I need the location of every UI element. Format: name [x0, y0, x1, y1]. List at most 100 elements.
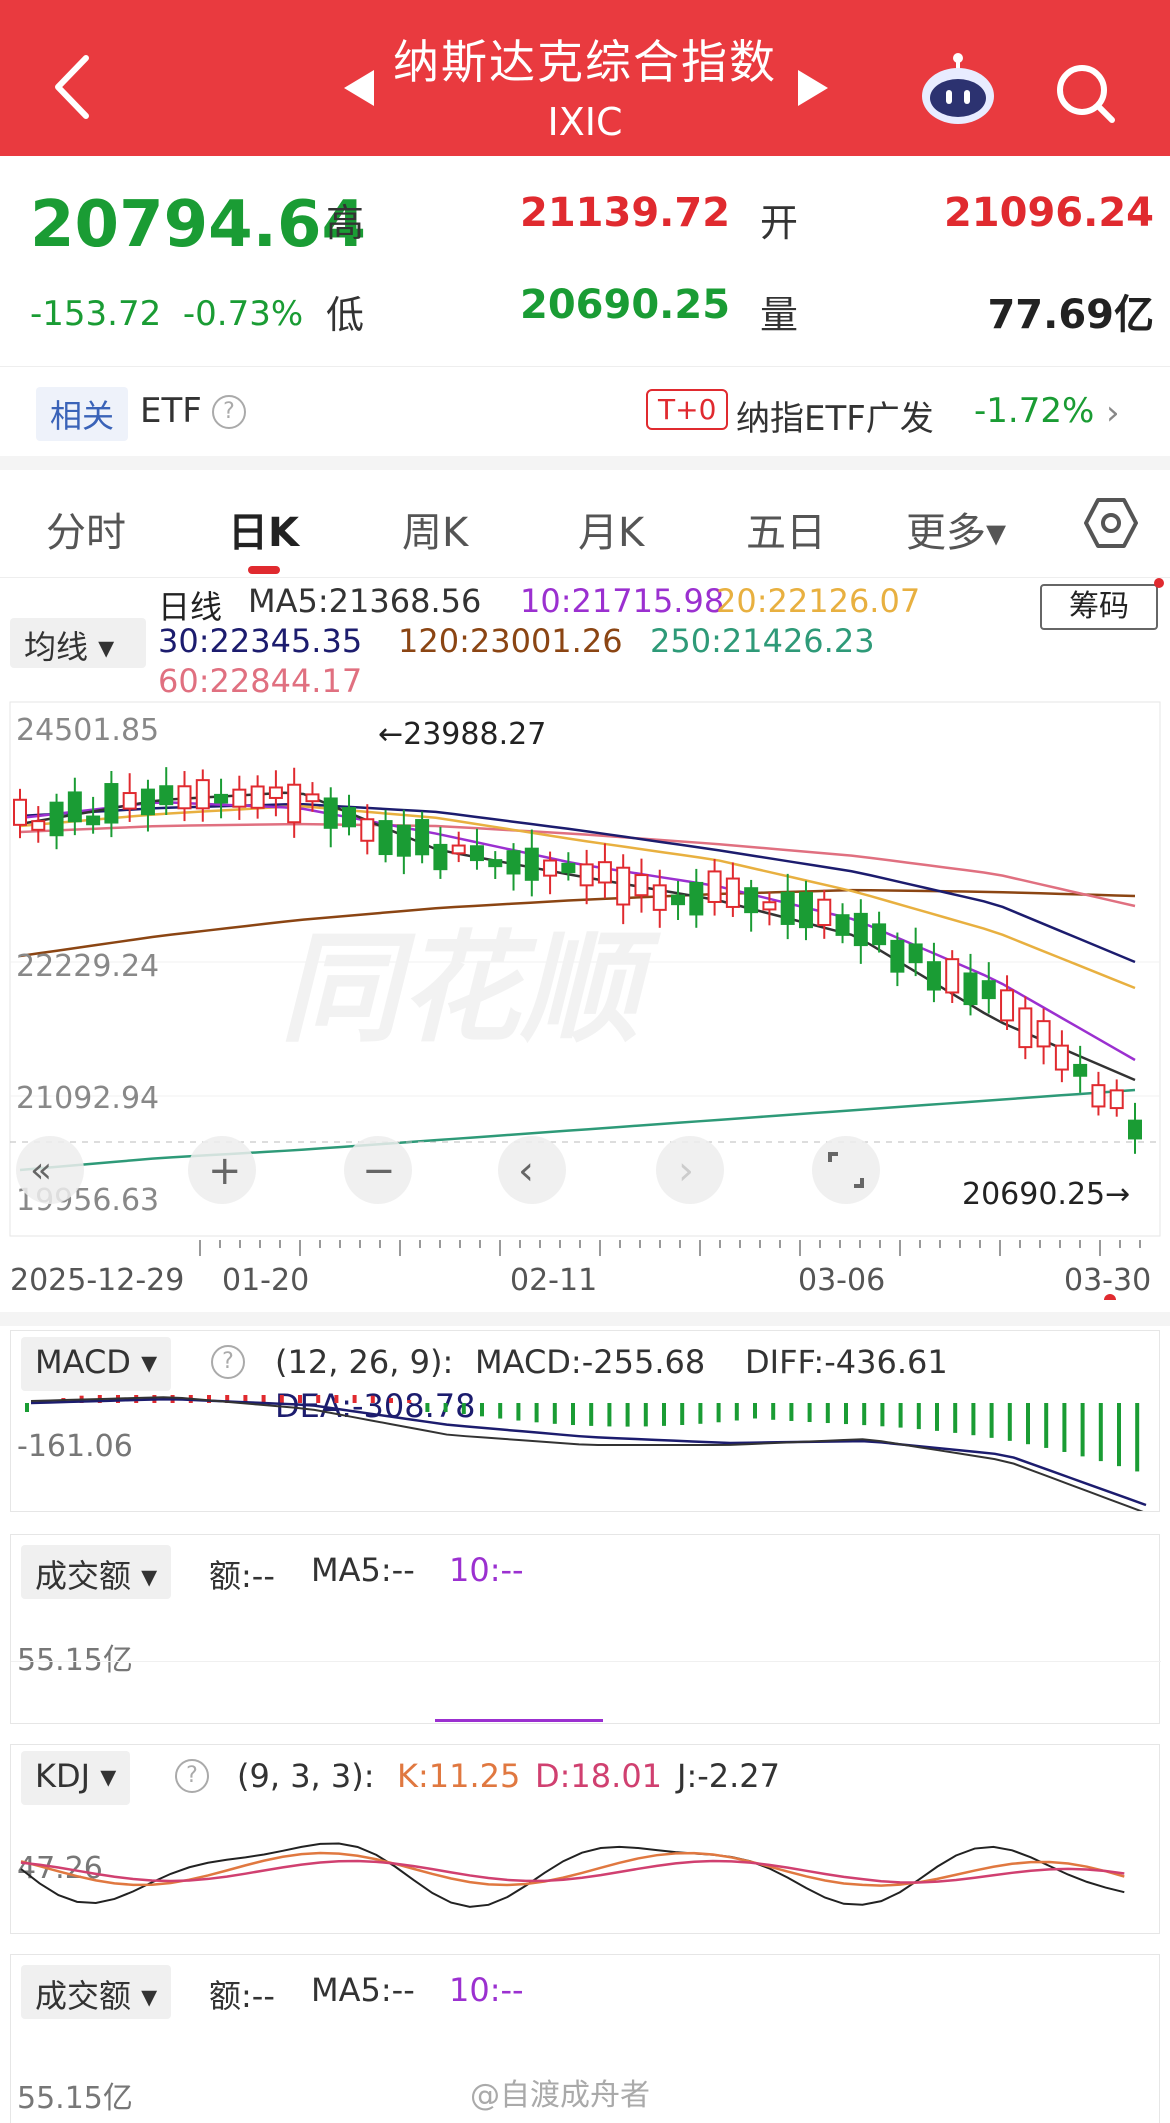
amount-ma-line — [435, 1719, 603, 1722]
macd-indicator-select[interactable]: MACD ▾ — [21, 1337, 172, 1391]
tab-more[interactable]: 更多▾ — [906, 510, 1007, 556]
kline-chart[interactable]: 同花顺 24501.85 22229.24 21092.94 19956.63 … — [0, 700, 1170, 1300]
macd-bar — [279, 1395, 284, 1403]
etf-name[interactable]: 纳指ETF广发 — [736, 399, 934, 439]
robot-assistant-icon[interactable] — [918, 52, 998, 128]
macd-bar — [589, 1403, 594, 1426]
ma20-line — [19, 805, 1136, 990]
macd-bar — [734, 1403, 739, 1421]
candle-body — [378, 820, 393, 856]
candle-body — [396, 824, 411, 857]
price-change: -153.72 -0.73% — [30, 294, 303, 334]
ma-type-select[interactable]: 均线 ▾ — [10, 618, 146, 668]
candle-body — [579, 863, 594, 887]
etf-change-percent: -1.72% — [974, 391, 1095, 431]
macd-bar — [25, 1403, 29, 1412]
macd-bar — [880, 1403, 885, 1427]
tab-intraday[interactable]: 分时 — [46, 510, 126, 556]
kdj-indicator-select[interactable]: KDJ ▾ — [21, 1751, 131, 1805]
ma60-value: 60:22844.17 — [158, 662, 363, 700]
macd-params: (12, 26, 9): — [275, 1343, 454, 1381]
help-icon[interactable]: ? — [212, 395, 246, 429]
fast-back-button[interactable] — [16, 1136, 84, 1204]
scroll-left-button[interactable] — [498, 1136, 566, 1204]
current-date-dot — [1104, 1294, 1116, 1300]
macd-bar — [680, 1403, 685, 1425]
macd-bar — [989, 1403, 994, 1438]
macd-bar — [334, 1395, 339, 1403]
macd-bar — [225, 1395, 230, 1403]
d-value: D:18.01 — [535, 1757, 663, 1795]
candle-body — [268, 786, 283, 799]
ma5-value: MA5:21368.56 — [248, 582, 482, 620]
macd-bar — [643, 1403, 648, 1427]
back-arrow-icon[interactable] — [48, 52, 98, 122]
last-price: 20794.64 — [30, 188, 367, 262]
related-tag: 相关 — [36, 387, 129, 441]
macd-bar — [662, 1403, 666, 1426]
macd-bar — [1080, 1403, 1085, 1457]
kdj-help-icon[interactable]: ? — [175, 1759, 209, 1793]
low-marker: 20690.25→ — [962, 1177, 1130, 1212]
macd-bar — [389, 1398, 393, 1403]
next-index-icon[interactable] — [798, 70, 828, 106]
candle-body — [159, 785, 174, 806]
app-header: 纳斯达克综合指数 IXIC — [0, 0, 1170, 156]
candle-body — [744, 887, 759, 914]
related-etf-row[interactable]: 相关 ETF ? T+0 纳指ETF广发 -1.72% › — [0, 366, 1170, 456]
candle-body — [1036, 1020, 1051, 1048]
change-value: -153.72 — [30, 294, 162, 334]
macd-bar — [516, 1403, 521, 1421]
candle-body — [49, 801, 64, 837]
tab-weekly-k[interactable]: 周K — [402, 510, 469, 556]
tab-five-day[interactable]: 五日 — [746, 510, 826, 556]
low-label: 低 — [326, 293, 365, 337]
settings-hexagon-icon[interactable] — [1084, 496, 1138, 550]
zoom-out-button[interactable] — [344, 1136, 412, 1204]
ma60-line — [19, 822, 1136, 908]
t0-badge: T+0 — [646, 389, 729, 430]
y-label-3: 21092.94 — [16, 1081, 159, 1116]
candle-body — [433, 843, 448, 871]
y-label-2: 22229.24 — [16, 949, 159, 984]
macd-bar — [753, 1403, 757, 1419]
zoom-in-button[interactable] — [188, 1136, 256, 1204]
macd-bar — [571, 1403, 575, 1426]
minus-icon: − — [362, 1148, 396, 1194]
quote-panel: 20794.64 -153.72 -0.73% 高 21139.72 开 210… — [0, 156, 1170, 366]
candle-body — [122, 792, 137, 810]
macd-bar — [825, 1403, 830, 1424]
fullscreen-icon — [828, 1152, 864, 1188]
macd-bar — [534, 1403, 539, 1423]
zoom-controls: « + − ‹ › — [16, 1136, 880, 1204]
macd-help-icon[interactable]: ? — [211, 1345, 245, 1379]
amount2-indicator-select[interactable]: 成交额 ▾ — [21, 1965, 172, 2019]
candle-body — [140, 788, 155, 816]
amount2-ma10: 10:-- — [449, 1971, 524, 2009]
macd-axis-label: -161.06 — [17, 1429, 133, 1464]
fullscreen-button[interactable] — [812, 1136, 880, 1204]
tab-daily-k[interactable]: 日K — [228, 510, 299, 556]
candle-body — [1018, 1007, 1033, 1049]
chevron-right-icon[interactable]: › — [1106, 393, 1120, 433]
candle-body — [597, 861, 612, 884]
candle-body — [926, 961, 941, 991]
x-label-5: 03-30 — [1064, 1263, 1151, 1298]
y-label-top: 24501.85 — [16, 713, 159, 748]
candle-body — [524, 847, 539, 881]
prev-index-icon[interactable] — [344, 70, 374, 106]
scroll-right-button[interactable] — [656, 1136, 724, 1204]
candle-body — [1109, 1089, 1124, 1110]
diff-value: DIFF:-436.61 — [745, 1343, 948, 1381]
candle-body — [652, 884, 667, 911]
high-marker: ←23988.27 — [378, 717, 546, 752]
ma-legend: 日线 MA5:21368.56 10:21715.98 20:22126.07 … — [0, 578, 1170, 700]
chip-distribution-button[interactable]: 筹码 — [1040, 584, 1158, 630]
candle-body — [506, 850, 521, 875]
candle-body — [360, 818, 375, 842]
search-icon[interactable] — [1052, 60, 1118, 126]
candle-body — [250, 785, 265, 809]
candle-body — [13, 798, 27, 826]
amount-indicator-select[interactable]: 成交额 ▾ — [21, 1545, 172, 1599]
tab-monthly-k[interactable]: 月K — [578, 510, 645, 556]
